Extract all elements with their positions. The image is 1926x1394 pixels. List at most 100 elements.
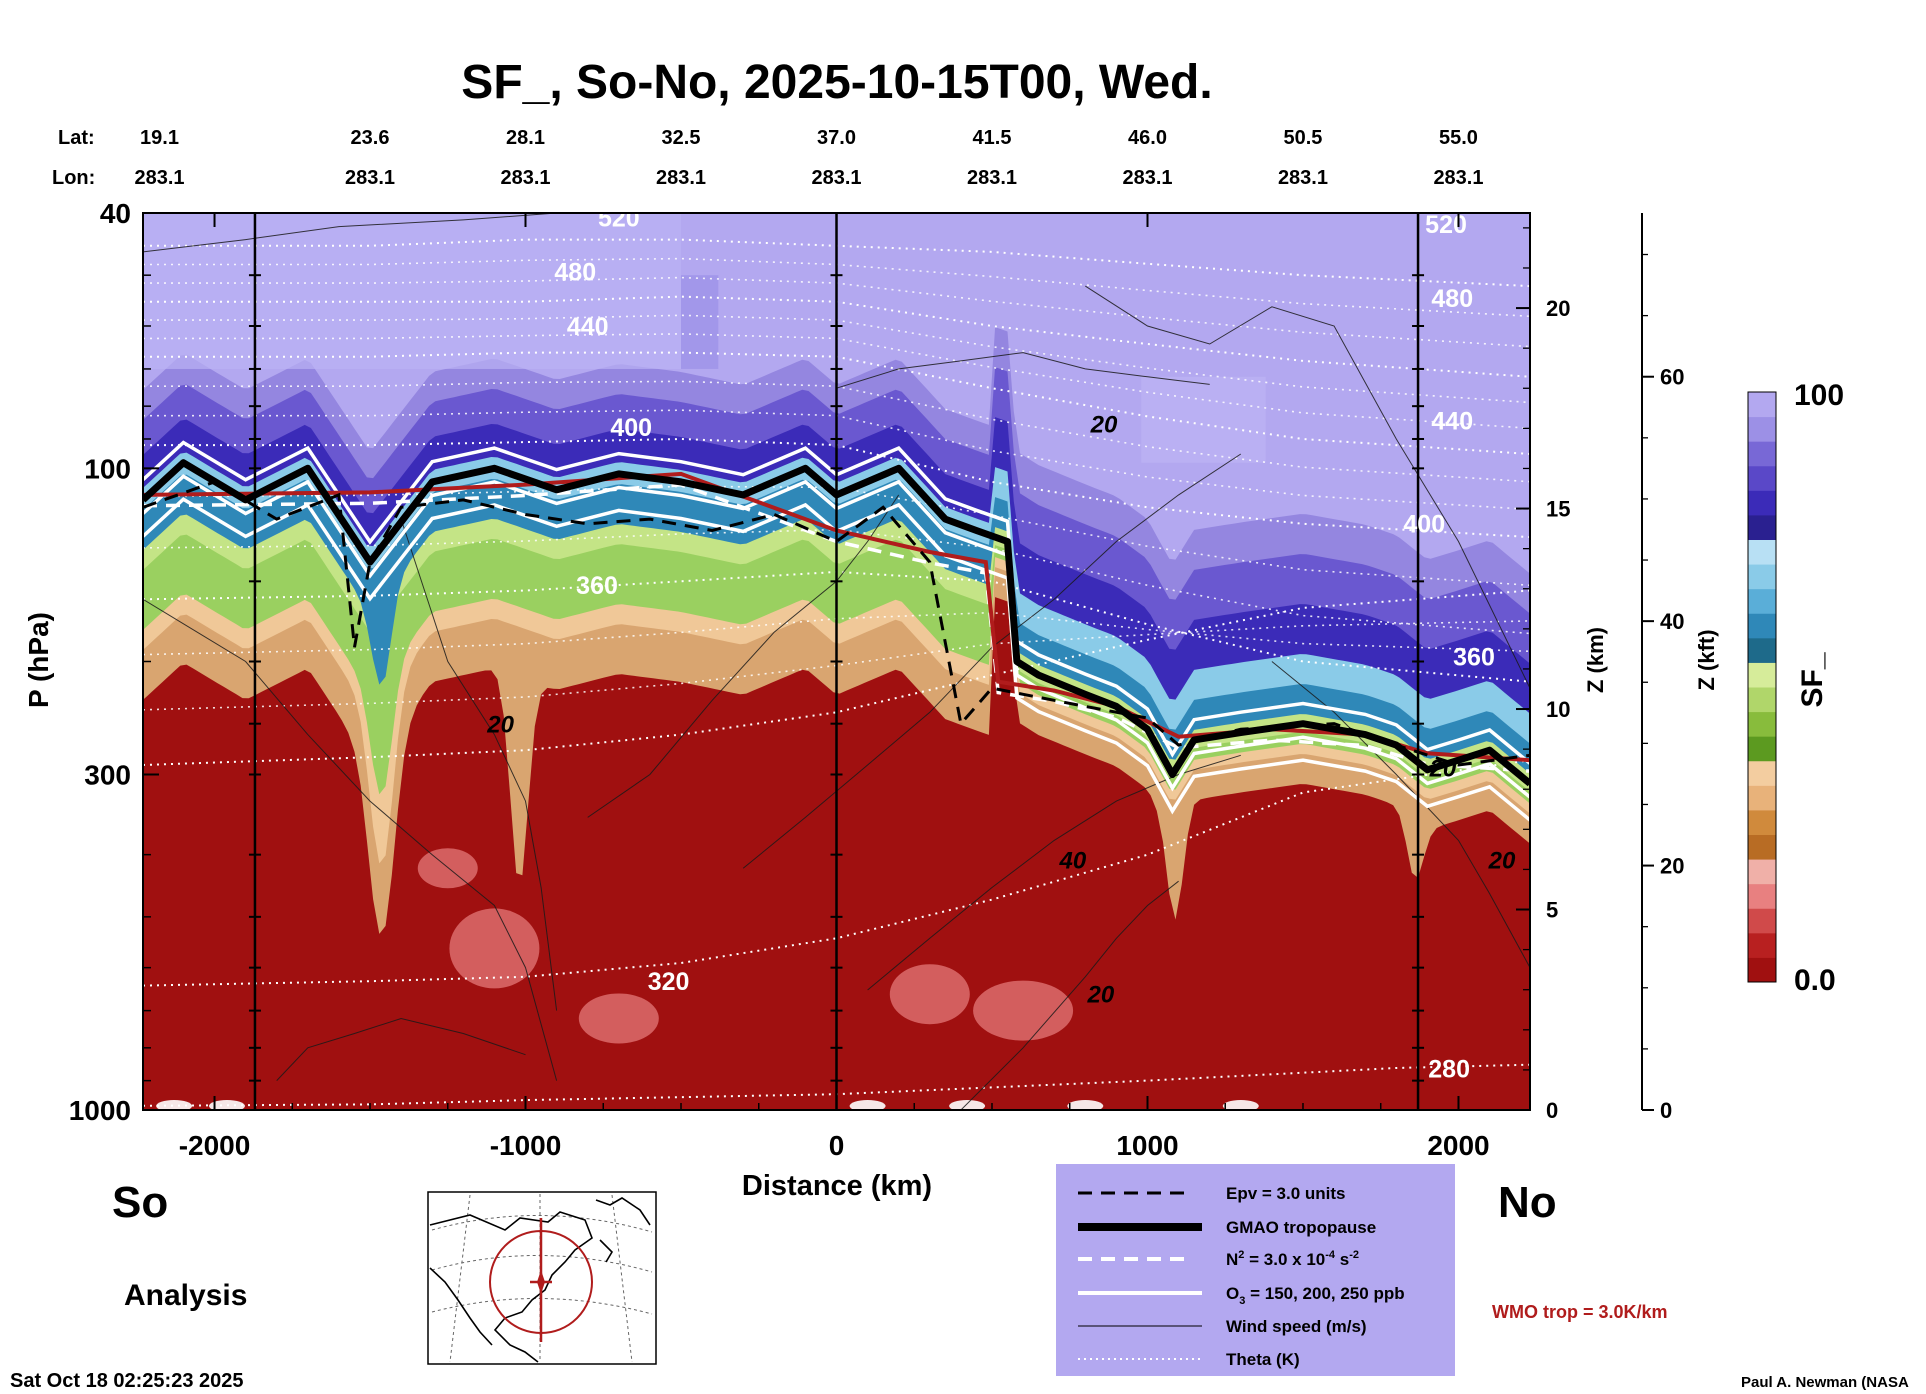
contour-label: 480 (1431, 285, 1473, 313)
colorbar (1747, 391, 1777, 983)
wind-contour (867, 754, 1241, 991)
z-km-axis: 0 5 10 15 20 (1516, 227, 1570, 1123)
y-tick-label: 1000 (69, 1095, 131, 1126)
colorbar-segment (1748, 416, 1776, 442)
upper-patch (143, 213, 682, 369)
o3-contour (143, 497, 1530, 822)
colorbar-segment (1748, 564, 1776, 590)
pink-patch (578, 993, 659, 1044)
y-tick-label: 40 (100, 198, 131, 229)
contour-label: 400 (610, 414, 652, 442)
lat-value: 23.6 (351, 127, 390, 149)
z-km-tick-label: 0 (1546, 1098, 1558, 1123)
analysis-label: Analysis (124, 1279, 247, 1312)
contour-label: 360 (1453, 644, 1495, 672)
colorbar-segment (1748, 957, 1776, 983)
surface-patch (949, 1100, 986, 1110)
colorbar-segment (1748, 785, 1776, 811)
gmao-tropopause-line (143, 459, 1530, 787)
colorbar-segment (1748, 662, 1776, 688)
lat-lon-row: 19.1 283.1 23.6 283.1 28.1 283.1 32.5 283.1 37.0… (134, 127, 1483, 189)
colorbar-segment (1748, 834, 1776, 860)
contour-label: 20 (486, 711, 514, 738)
colorbar-segment (1748, 514, 1776, 540)
colorbar-segment (1748, 539, 1776, 565)
contour-label: 400 (1403, 511, 1445, 539)
colorbar-segment (1748, 711, 1776, 737)
colorbar-segment (1748, 392, 1776, 418)
pink-patch (417, 848, 478, 889)
colorbar-segment (1748, 441, 1776, 467)
legend: Epv = 3.0 units GMAO tropopause N2 = 3.0… (1056, 1164, 1455, 1376)
z-kft-tick-label: 0 (1660, 1098, 1672, 1123)
contour-label: 20 (1429, 755, 1457, 782)
z-kft-tick-label: 40 (1660, 609, 1684, 634)
z-kft-axis: 0 20 40 60 (1641, 213, 1684, 1123)
lat-value: 28.1 (506, 127, 545, 149)
lon-value: 283.1 (1433, 167, 1483, 189)
lat-value: 32.5 (662, 127, 701, 149)
wind-contour (1085, 285, 1530, 689)
colorbar-max-label: 100 (1794, 379, 1844, 412)
y-axis-pressure: 40 100 300 1000 (69, 198, 159, 1126)
colorbar-segment (1748, 908, 1776, 934)
legend-entry-o3: O3 = 150, 200, 250 ppb (1226, 1284, 1405, 1307)
x-tick-label: 2000 (1427, 1130, 1489, 1161)
colorbar-label: SF_ (1796, 652, 1829, 707)
author-credit: Paul A. Newman (NASA (1741, 1374, 1909, 1391)
x-tick-label: 1000 (1116, 1130, 1178, 1161)
pink-patch (973, 980, 1074, 1041)
pink-patch (449, 908, 540, 989)
colorbar-segment (1748, 588, 1776, 614)
surface-patch (156, 1100, 193, 1110)
wind-contour (143, 213, 650, 253)
wmo-trop-label: WMO trop = 3.0K/km (1492, 1302, 1668, 1322)
surface-patch (208, 1100, 245, 1110)
coastline-icon (429, 1197, 651, 1363)
lon-value: 283.1 (1122, 167, 1172, 189)
x-tick-label: 0 (829, 1130, 845, 1161)
n2-contour (143, 483, 1530, 773)
lat-value: 46.0 (1128, 127, 1167, 149)
north-label: No (1498, 1178, 1557, 1227)
colorbar-segment (1748, 932, 1776, 958)
lat-value: 37.0 (817, 127, 856, 149)
legend-entry-gmao: GMAO tropopause (1226, 1218, 1376, 1237)
x-tick-label: -1000 (490, 1130, 562, 1161)
contour-label: 20 (1488, 847, 1516, 874)
lat-header-label: Lat: (58, 127, 95, 149)
z-km-tick-label: 10 (1546, 697, 1570, 722)
colorbar-segment (1748, 859, 1776, 885)
contour-label: 520 (1425, 211, 1467, 239)
lat-value: 19.1 (140, 127, 179, 149)
lon-value: 283.1 (656, 167, 706, 189)
legend-entry-epv: Epv = 3.0 units (1226, 1184, 1346, 1203)
x-axis: -2000 -1000 0 1000 2000 (179, 213, 1490, 1161)
lat-value: 41.5 (973, 127, 1012, 149)
lat-value: 50.5 (1284, 127, 1323, 149)
contour-label: 280 (1428, 1056, 1470, 1084)
contour-label: 480 (554, 259, 596, 287)
z-km-label: Z (km) (1583, 627, 1608, 693)
surface-patch (1222, 1100, 1259, 1110)
upper-patch (1141, 376, 1266, 463)
contour-label: 440 (1431, 408, 1473, 436)
z-km-tick-label: 15 (1546, 497, 1570, 522)
upper-patch (681, 275, 719, 369)
contour-label: 360 (576, 572, 618, 600)
colorbar-segment (1748, 760, 1776, 786)
x-tick-label: -2000 (179, 1130, 251, 1161)
y-tick-label: 300 (84, 759, 131, 790)
colorbar-segment (1748, 687, 1776, 713)
z-kft-label: Z (kft) (1694, 629, 1719, 690)
contour-label: 320 (648, 968, 690, 996)
o3-contour (143, 440, 1530, 765)
colorbar-segment (1748, 736, 1776, 762)
colorbar-segment (1748, 809, 1776, 835)
z-kft-tick-label: 20 (1660, 854, 1684, 879)
lat-value: 55.0 (1439, 127, 1478, 149)
inset-map (427, 1191, 657, 1365)
pink-patch (889, 964, 970, 1025)
colorbar-segment (1748, 883, 1776, 909)
contour-label: 440 (567, 313, 609, 341)
